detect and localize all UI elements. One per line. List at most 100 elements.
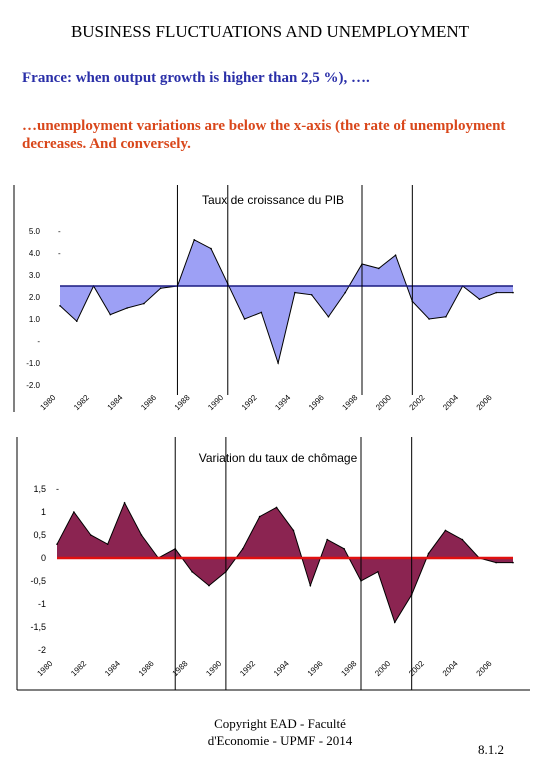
page-number: 8.1.2 (478, 742, 504, 757)
gdp-data-point (260, 311, 263, 314)
gdp-data-point (143, 302, 145, 305)
gdp-x-tick-label: 1998 (340, 393, 359, 412)
unemployment-data-point (393, 621, 396, 624)
gdp-data-point (512, 291, 514, 294)
unemployment-data-point (461, 538, 464, 541)
gdp-data-point (294, 291, 296, 294)
unemployment-data-point (326, 538, 329, 541)
gdp-x-tick-label: 1980 (38, 393, 57, 412)
unemployment-x-tick-label: 1980 (35, 659, 54, 678)
gdp-data-point (344, 291, 347, 294)
gdp-x-tick-label: 1996 (307, 393, 326, 412)
gdp-data-point (394, 254, 397, 256)
gdp-y-tick-label: 1.0 (29, 315, 41, 324)
unemployment-data-point (258, 515, 261, 518)
unemployment-data-point (292, 529, 295, 532)
gdp-data-point (445, 316, 447, 318)
gdp-data-point (193, 239, 196, 241)
gdp-y-tick-label: - (37, 337, 40, 346)
unemployment-data-point (444, 529, 447, 532)
unemployment-data-point (495, 561, 497, 564)
gdp-data-point (75, 320, 78, 323)
unemployment-data-point (512, 561, 514, 564)
gdp-area-fill (60, 239, 513, 363)
gdp-x-tick-label: 1986 (139, 393, 158, 412)
unemployment-data-point (123, 502, 126, 504)
unemployment-x-tick-label: 1998 (339, 659, 358, 678)
gdp-x-tick-label: 1984 (106, 393, 125, 412)
gdp-y-tick-label: -2.0 (26, 381, 40, 390)
gdp-x-tick-label: 1992 (240, 393, 259, 412)
unemployment-data-point (73, 511, 75, 513)
gdp-y-tick-label: 2.0 (29, 293, 41, 302)
gdp-data-point (377, 267, 380, 270)
unemployment-data-point (56, 543, 58, 545)
unemployment-x-tick-label: 1988 (171, 659, 190, 678)
unemployment-y-tick-mark: - (56, 484, 59, 494)
cycle-markers (174, 185, 413, 690)
unemployment-x-tick-label: 2004 (441, 659, 460, 678)
gdp-data-point (310, 294, 313, 296)
unemployment-chart-title: Variation du taux de chômage (199, 451, 358, 465)
gdp-y-tick-label: 3.0 (29, 271, 41, 280)
unemployment-area-fill (57, 502, 513, 623)
unemployment-series-line (56, 501, 513, 624)
unemployment-y-tick-label: 0,5 (33, 530, 46, 540)
unemployment-data-point (377, 571, 379, 573)
unemployment-x-tick-label: 1996 (306, 659, 325, 678)
gdp-x-tick-label: 1988 (173, 393, 192, 412)
unemployment-y-tick-label: 0 (41, 553, 46, 563)
gdp-y-tick-label: -1.0 (26, 359, 40, 368)
unemployment-y-tick-label: -1,5 (30, 622, 46, 632)
unemployment-x-tick-label: 1986 (137, 659, 156, 678)
unemployment-y-tick-label: 1 (41, 507, 46, 517)
gdp-x-tick-label: 2000 (374, 393, 393, 412)
unemployment-y-tick-label: 1,5 (33, 484, 46, 494)
copyright-footer: Copyright EAD - Faculté d'Economie - UPM… (180, 715, 380, 749)
unemployment-data-point (241, 548, 244, 550)
unemployment-x-tick-label: 1990 (204, 659, 223, 678)
gdp-x-tick-label: 1982 (72, 393, 91, 412)
gdp-y-tick-label: 5.0 (29, 227, 41, 236)
unemployment-data-point (140, 534, 143, 536)
unemployment-data-point (106, 543, 109, 545)
unemployment-data-point (191, 571, 193, 573)
unemployment-note: …unemployment variations are below the x… (22, 118, 506, 152)
copyright-line-2: d'Economie - UPMF - 2014 (207, 733, 353, 748)
gdp-data-point (327, 316, 330, 318)
gdp-chart-title: Taux de croissance du PIB (202, 193, 344, 207)
unemployment-x-tick-label: 1992 (238, 659, 257, 678)
slide-title: BUSINESS FLUCTUATIONS AND UNEMPLOYMENT (70, 22, 470, 41)
unemployment-x-tick-label: 1984 (103, 659, 122, 678)
unemployment-x-tick-label: 2000 (373, 659, 392, 678)
unemployment-data-point (309, 584, 312, 587)
gdp-data-point (428, 318, 430, 320)
gdp-y-tick-label: 4.0 (29, 249, 41, 258)
charts-svg: Taux de croissance du PIB Variation du t… (13, 185, 530, 691)
gdp-data-point (109, 313, 112, 316)
unemployment-y-tick-label: -1 (38, 599, 46, 609)
gdp-data-point (159, 287, 162, 290)
unemployment-y-tick-label: -0,5 (30, 576, 46, 586)
unemployment-data-point (275, 506, 278, 509)
output-growth-note: France: when output growth is higher tha… (22, 70, 370, 86)
unemployment-x-tick-label: 2002 (407, 659, 426, 678)
gdp-x-tick-label: 2006 (475, 393, 494, 412)
gdp-data-point (59, 305, 61, 307)
gdp-y-tick-mark: - (58, 249, 61, 258)
unemployment-data-point (343, 548, 345, 550)
unemployment-data-point (208, 584, 210, 587)
unemployment-x-tick-label: 1982 (69, 659, 88, 678)
gdp-data-point (277, 362, 279, 364)
copyright-line-1: Copyright EAD - Faculté (214, 716, 346, 731)
gdp-chart: 5.0 - 4.0 - 3.0 2.0 1.0 - -1.0 -2.0 1980 1982 1984 19… (26, 227, 514, 412)
gdp-y-tick-mark: - (58, 227, 61, 236)
gdp-data-point (126, 307, 128, 309)
gdp-data-point (478, 298, 481, 301)
unemployment-x-tick-label: 1994 (272, 659, 291, 678)
gdp-x-tick-label: 2004 (441, 393, 460, 412)
gdp-data-point (210, 247, 212, 250)
gdp-x-tick-label: 2002 (408, 393, 427, 412)
